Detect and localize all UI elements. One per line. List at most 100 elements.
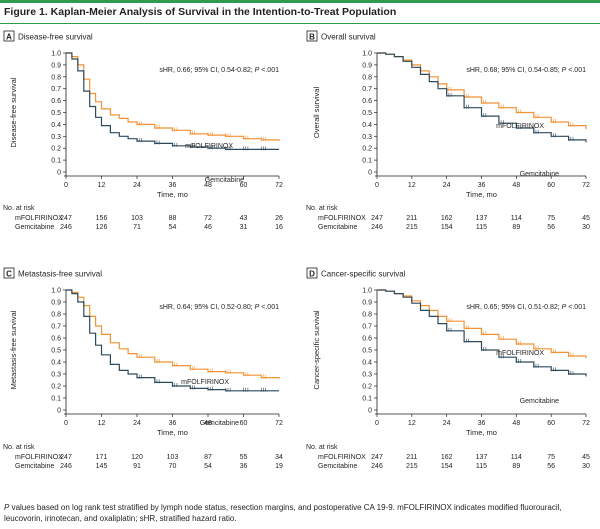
risk-value: 246 xyxy=(371,224,383,231)
p-label: P xyxy=(255,304,260,311)
footnote-p: P xyxy=(4,503,10,512)
panel-title: Metastasis-free survival xyxy=(18,270,102,279)
risk-header: No. at risk xyxy=(3,444,35,451)
series-label-gemcitabine: Gemcitabine xyxy=(205,177,244,184)
risk-header: No. at risk xyxy=(3,205,35,212)
x-tick-label: 24 xyxy=(133,182,141,189)
risk-value: 89 xyxy=(512,463,520,470)
y-tick-label: 0.7 xyxy=(362,324,372,331)
x-tick-label: 0 xyxy=(64,182,68,189)
series-label-gemcitabine: Gemcitabine xyxy=(520,171,559,178)
risk-value: 71 xyxy=(133,224,141,231)
panel-letter-box xyxy=(306,267,318,279)
risk-value: 246 xyxy=(60,224,72,231)
risk-value: 55 xyxy=(240,454,248,461)
hazard-ratio-text: sHR, 0.68; 95% CI, 0.54-0.85; P <.001 xyxy=(466,67,586,74)
risk-value: 26 xyxy=(275,215,283,222)
footnote: P values based on log rank test stratifi… xyxy=(4,502,596,524)
risk-value: 45 xyxy=(582,215,590,222)
x-tick-label: 24 xyxy=(133,420,141,427)
panel-title: Cancer-specific survival xyxy=(321,270,406,279)
y-tick-label: 1.0 xyxy=(362,51,372,58)
x-tick-label: 24 xyxy=(443,182,451,189)
x-tick-label: 12 xyxy=(98,182,106,189)
y-tick-label: 1.0 xyxy=(51,288,61,295)
risk-value: 103 xyxy=(131,215,143,222)
x-tick-label: 48 xyxy=(204,182,212,189)
p-label: P xyxy=(562,304,567,311)
risk-value: 46 xyxy=(204,224,212,231)
panel-letter-box xyxy=(3,267,15,279)
x-tick-label: 48 xyxy=(204,420,212,427)
y-tick-label: 0.7 xyxy=(51,86,61,93)
hr-ci: sHR, 0.66; 95% CI, 0.54-0.82; xyxy=(159,67,254,74)
panel-d: D Cancer-specific survival sHR, 0.65; 95% … xyxy=(306,267,590,470)
panel-a: A Disease-free survival sHR, 0.66; 95% CI,… xyxy=(3,30,283,231)
risk-value: 115 xyxy=(476,224,487,231)
panel-letter: A xyxy=(6,33,12,42)
y-tick-label: 0.1 xyxy=(51,158,61,165)
y-tick-label: 0.2 xyxy=(362,384,372,391)
risk-value: 120 xyxy=(131,454,143,461)
risk-row-label: mFOLFIRINOX xyxy=(318,454,366,461)
x-tick-label: 0 xyxy=(375,420,379,427)
y-tick-label: 0.3 xyxy=(362,372,372,379)
y-axis-label: Metastasis-free survival xyxy=(9,310,18,389)
x-axis-label: Time, mo xyxy=(466,190,497,199)
y-tick-label: 0.5 xyxy=(362,110,372,117)
y-tick-label: 0 xyxy=(57,170,61,177)
y-tick-label: 0.8 xyxy=(51,74,61,81)
risk-value: 156 xyxy=(96,215,108,222)
x-tick-label: 60 xyxy=(547,182,555,189)
risk-value: 162 xyxy=(441,454,453,461)
x-tick-label: 0 xyxy=(375,182,379,189)
risk-value: 211 xyxy=(406,454,417,461)
y-tick-label: 1.0 xyxy=(51,51,61,58)
x-tick-label: 36 xyxy=(169,420,177,427)
risk-value: 115 xyxy=(476,463,487,470)
risk-value: 72 xyxy=(204,215,212,222)
x-tick-label: 72 xyxy=(275,420,283,427)
risk-value: 16 xyxy=(275,224,283,231)
hazard-ratio-text: sHR, 0.65; 95% CI, 0.51-0.82; P <.001 xyxy=(466,304,586,311)
y-tick-label: 0.8 xyxy=(362,74,372,81)
y-tick-label: 0.2 xyxy=(51,384,61,391)
y-tick-label: 0.1 xyxy=(362,158,372,165)
risk-row-label: Gemcitabine xyxy=(15,224,54,231)
series-label-mfolfirinox: mFOLFIRINOX xyxy=(496,350,544,357)
y-tick-label: 0.9 xyxy=(51,300,61,307)
risk-value: 246 xyxy=(60,463,72,470)
risk-value: 31 xyxy=(240,224,248,231)
risk-header: No. at risk xyxy=(306,205,338,212)
hr-ci: sHR, 0.65; 95% CI, 0.51-0.82; xyxy=(466,304,561,311)
x-tick-label: 36 xyxy=(478,420,486,427)
risk-row-label: mFOLFIRINOX xyxy=(15,454,63,461)
y-tick-label: 0.8 xyxy=(51,312,61,319)
panel-title: Disease-free survival xyxy=(18,33,93,42)
y-tick-label: 0.4 xyxy=(51,122,61,129)
x-tick-label: 48 xyxy=(512,182,520,189)
risk-value: 30 xyxy=(582,224,590,231)
risk-value: 154 xyxy=(441,463,453,470)
figure-title: Figure 1. Kaplan-Meier Analysis of Survi… xyxy=(4,6,397,18)
series-label-mfolfirinox: mFOLFIRINOX xyxy=(181,379,229,386)
risk-value: 137 xyxy=(476,215,488,222)
y-tick-label: 0.4 xyxy=(51,360,61,367)
risk-value: 171 xyxy=(96,454,108,461)
hazard-ratio-text: sHR, 0.64; 95% CI, 0.52-0.80; P <.001 xyxy=(159,304,279,311)
y-tick-label: 0.9 xyxy=(362,62,372,69)
risk-value: 137 xyxy=(476,454,488,461)
y-tick-label: 0.5 xyxy=(362,348,372,355)
risk-row-label: Gemcitabine xyxy=(318,224,357,231)
y-tick-label: 0.3 xyxy=(362,134,372,141)
risk-value: 54 xyxy=(169,224,177,231)
risk-value: 215 xyxy=(406,224,418,231)
risk-value: 87 xyxy=(204,454,212,461)
risk-value: 30 xyxy=(582,463,590,470)
x-tick-label: 24 xyxy=(443,420,451,427)
y-tick-label: 0.6 xyxy=(362,336,372,343)
footnote-text: values based on log rank test stratified… xyxy=(4,503,562,523)
x-tick-label: 36 xyxy=(169,182,177,189)
y-tick-label: 1.0 xyxy=(362,288,372,295)
